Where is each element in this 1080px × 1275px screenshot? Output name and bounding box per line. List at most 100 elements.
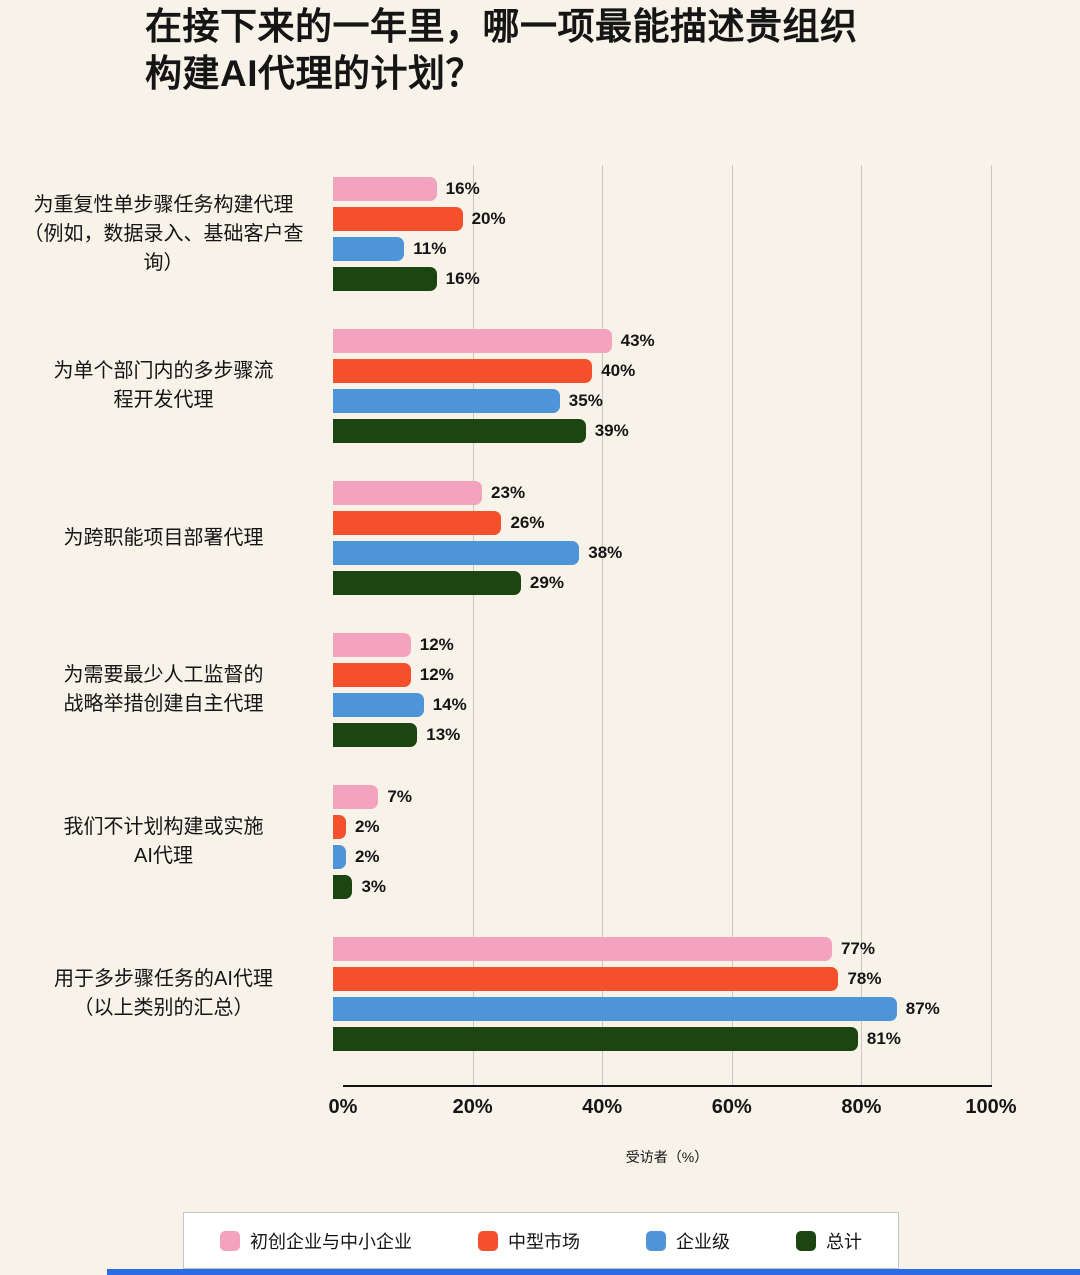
bar-line: 43% [333, 329, 981, 353]
category-label: 为跨职能项目部署代理 [63, 526, 264, 549]
bar [333, 329, 612, 353]
category-row: 为跨职能项目部署代理 23% 26% 38% 29% [0, 462, 992, 614]
bar [333, 207, 463, 231]
bar-line: 3% [333, 875, 981, 899]
bar-line: 16% [333, 177, 981, 201]
bar [333, 875, 353, 899]
bar-value-label: 2% [354, 817, 380, 836]
bar-group: 77% 78% 87% 81% [333, 918, 981, 1070]
bar-line: 40% [333, 359, 981, 383]
bar-line: 20% [333, 207, 981, 231]
bar-value-label: 39% [594, 421, 629, 440]
bar-group: 23% 26% 38% 29% [333, 462, 981, 614]
gridline [602, 165, 604, 1085]
bar-line: 26% [333, 511, 981, 535]
bar-line: 12% [333, 633, 981, 657]
bar-value-label: 26% [510, 513, 545, 532]
legend-item: 企业级 [646, 1228, 730, 1254]
legend-swatch [796, 1230, 816, 1251]
bar-line: 39% [333, 419, 981, 443]
bar [333, 389, 560, 413]
bar-value-label: 20% [471, 209, 506, 228]
legend-swatch [220, 1230, 240, 1251]
category-label: 为单个部门内的多步骤流 程开发代理 [53, 360, 274, 411]
bar-value-label: 11% [413, 239, 447, 258]
x-axis-ticks: 0% 20% 40% 60% 80% 100% [329, 1096, 1017, 1126]
category-label: 我们不计划构建或实施 AI代理 [63, 816, 264, 867]
legend-swatch [478, 1230, 498, 1251]
bar-line: 16% [333, 267, 981, 291]
legend-label: 初创企业与中小企业 [250, 1231, 412, 1252]
bar [333, 785, 379, 809]
legend-item: 中型市场 [478, 1228, 580, 1254]
bar-value-label: 14% [432, 695, 467, 714]
bar-line: 38% [333, 541, 981, 565]
bar-value-label: 43% [620, 331, 655, 350]
legend-item: 总计 [796, 1228, 862, 1254]
legend: 初创企业与中小企业 中型市场 企业级 总计 [183, 1212, 899, 1269]
x-tick-label: 40% [582, 1096, 623, 1118]
gridlines [343, 165, 992, 1085]
x-tick-label: 0% [328, 1096, 358, 1118]
category-label: 为重复性单步骤任务构建代理 （例如，数据录入、基础客户查 询） [23, 193, 304, 274]
bar [333, 237, 405, 261]
bar-line: 87% [333, 997, 981, 1021]
bar-line: 78% [333, 967, 981, 991]
category-label: 为需要最少人工监督的 战略举措创建自主代理 [63, 664, 264, 715]
bar-value-label: 2% [354, 847, 380, 866]
bar-value-label: 16% [445, 269, 480, 288]
bar-group: 43% 40% 35% 39% [333, 310, 981, 462]
bar [333, 693, 424, 717]
bar [333, 633, 411, 657]
legend-item: 初创企业与中小企业 [220, 1228, 412, 1254]
bar-line: 11% [333, 237, 981, 261]
bar-group: 16% 20% 11% 16% [333, 158, 981, 310]
legend-label: 中型市场 [508, 1231, 580, 1252]
gridline [472, 165, 474, 1085]
bar-line: 35% [333, 389, 981, 413]
bar-line: 29% [333, 571, 981, 595]
category-row: 为需要最少人工监督的 战略举措创建自主代理 12% 12% 14% 13% [0, 614, 992, 766]
bar-value-label: 38% [588, 543, 623, 562]
category-row: 我们不计划构建或实施 AI代理 7% 2% 2% 3% [0, 766, 992, 918]
bar-value-label: 12% [419, 665, 454, 684]
bar-line: 81% [333, 1027, 981, 1051]
legend-swatch [646, 1230, 666, 1251]
bar-line: 77% [333, 937, 981, 961]
gridline [861, 165, 863, 1085]
bar-value-label: 16% [445, 179, 480, 198]
bar-line: 14% [333, 693, 981, 717]
category-row: 为单个部门内的多步骤流 程开发代理 43% 40% 35% 39% [0, 310, 992, 462]
bar-line: 7% [333, 785, 981, 809]
bottom-accent-strip [107, 1269, 1080, 1275]
bar [333, 359, 593, 383]
x-axis-line [343, 1085, 992, 1087]
bar [333, 723, 418, 747]
legend-label: 总计 [826, 1231, 862, 1252]
bar-value-label: 87% [905, 999, 940, 1018]
bar-value-label: 3% [361, 877, 387, 896]
bar-line: 2% [333, 815, 981, 839]
bar [333, 663, 411, 687]
bar [333, 571, 521, 595]
bar-value-label: 12% [419, 635, 454, 654]
bar [333, 481, 483, 505]
bar [333, 511, 502, 535]
bar-line: 12% [333, 663, 981, 687]
bar [333, 267, 437, 291]
bar-line: 13% [333, 723, 981, 747]
bar-line: 2% [333, 845, 981, 869]
bar-group: 12% 12% 14% 13% [333, 614, 981, 766]
bar-value-label: 13% [426, 725, 461, 744]
bar-value-label: 78% [847, 969, 882, 988]
x-axis-title: 受访者（%） [625, 1149, 709, 1165]
legend-label: 企业级 [676, 1231, 730, 1252]
bar-value-label: 7% [387, 787, 412, 806]
bar-value-label: 23% [491, 483, 526, 502]
bar-value-label: 77% [840, 939, 875, 958]
gridline [991, 165, 992, 1085]
category-label: 用于多步骤任务的AI代理 （以上类别的汇总） [54, 968, 273, 1019]
bar [333, 541, 580, 565]
chart-title: 在接下来的一年里，哪一项最能描述贵组织 构建AI代理的计划？ [145, 6, 858, 94]
bar [333, 1027, 858, 1051]
